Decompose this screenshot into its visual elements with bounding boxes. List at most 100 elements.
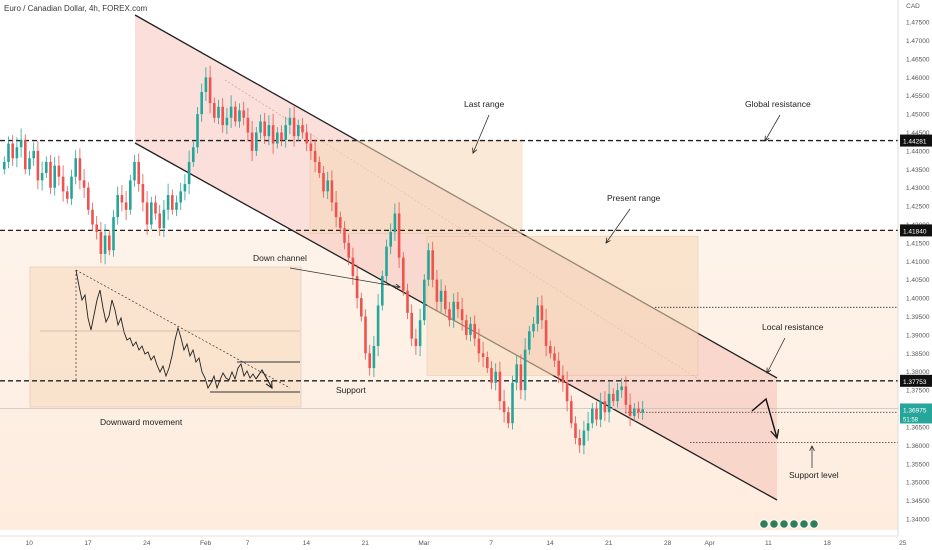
currency-label: CAD <box>906 3 920 10</box>
annotation-support-level: Support level <box>789 470 839 480</box>
candle-body <box>591 408 594 424</box>
candle-body <box>628 404 632 416</box>
price-label-box <box>900 224 932 237</box>
annotation-down-channel: Down channel <box>253 253 307 263</box>
price-tick-label: 1.39500 <box>906 314 930 321</box>
time-tick-label: Mar <box>418 540 430 547</box>
event-marker-icon <box>799 519 809 529</box>
global-resistance-arrow <box>765 114 781 141</box>
candle-body <box>11 143 14 159</box>
candle-body <box>7 143 10 162</box>
candle-body <box>448 309 451 321</box>
candle-body <box>523 349 527 391</box>
price-tick-label: 1.35000 <box>906 480 930 487</box>
candle-body <box>129 180 132 210</box>
candle-body <box>259 121 262 133</box>
event-marker-icon <box>779 519 789 529</box>
candle-body <box>318 161 321 173</box>
price-tick-label: 1.36000 <box>906 443 930 450</box>
annotation-downward-movement: Downward movement <box>100 417 183 427</box>
candle-body <box>133 161 136 181</box>
inset-forecast-arrow <box>255 368 272 388</box>
price-tick-label: 1.43000 <box>906 185 930 192</box>
candle-body <box>187 161 191 185</box>
price-label-timer: 51:58 <box>903 417 919 423</box>
candle-body <box>410 312 413 339</box>
candle-body <box>473 323 476 339</box>
candle-body <box>595 408 598 420</box>
candle-body <box>305 132 308 144</box>
candle-body <box>255 132 258 151</box>
candle-body <box>179 191 182 203</box>
candle-body <box>460 309 464 321</box>
candle-body <box>49 161 52 188</box>
candle-body <box>481 353 485 358</box>
candle-body <box>288 117 292 126</box>
candle-body <box>66 191 69 199</box>
present-range-arrow <box>606 208 631 243</box>
candle-body <box>154 202 157 214</box>
candle-body <box>477 338 481 354</box>
local-resistance-arrow <box>767 337 786 373</box>
candle-body <box>385 246 388 277</box>
time-tick-label: 7 <box>489 540 493 547</box>
candle-body <box>250 132 254 151</box>
time-tick-label: 10 <box>26 540 34 547</box>
price-tick-label: 1.38000 <box>906 369 930 376</box>
candle-body <box>229 106 233 118</box>
candle-body <box>208 77 212 104</box>
candle-body <box>561 375 565 383</box>
candle-body <box>32 150 35 159</box>
price-tick-label: 1.46000 <box>906 75 930 82</box>
candle-body <box>91 209 94 225</box>
candle-body <box>603 401 607 413</box>
candle-body <box>116 195 119 218</box>
candle-body <box>309 143 313 151</box>
candle-body <box>360 298 363 317</box>
price-label-box <box>900 374 932 387</box>
candle-body <box>544 320 548 346</box>
candle-body <box>397 213 401 258</box>
candle-body <box>599 401 602 420</box>
candle-body <box>570 401 573 424</box>
time-tick-label: 21 <box>605 540 613 547</box>
last-range-box <box>309 140 523 235</box>
price-label-box <box>900 403 932 424</box>
annotation-last-range: Last range <box>464 99 504 109</box>
candle-body <box>82 180 86 188</box>
candle-body <box>368 353 371 369</box>
candle-body <box>574 423 577 438</box>
candle-body <box>469 323 472 335</box>
candle-body <box>28 158 31 170</box>
candle-body <box>557 360 560 376</box>
candle-body <box>515 364 518 383</box>
candle-body <box>70 176 73 199</box>
last-range-arrow <box>473 114 490 153</box>
price-tick-label: 1.34000 <box>906 516 930 523</box>
annotation-local-resistance: Local resistance <box>762 322 824 332</box>
candle-body <box>624 386 628 405</box>
candle-body <box>137 161 140 185</box>
candle-body <box>339 217 342 229</box>
inset-trend-line <box>75 269 291 389</box>
candle-body <box>418 320 422 346</box>
candle-body <box>364 316 367 354</box>
candle-body <box>540 305 544 321</box>
candle-body <box>171 195 174 210</box>
event-marker-icon <box>759 519 769 529</box>
price-tick-label: 1.44500 <box>906 130 930 137</box>
candle-body <box>158 213 161 229</box>
time-tick-label: 21 <box>362 540 370 547</box>
candle-body <box>494 371 497 383</box>
candle-body <box>166 195 170 210</box>
candle-body <box>490 368 493 383</box>
candle-body <box>633 408 636 416</box>
candle-body <box>183 184 187 192</box>
price-tick-label: 1.47000 <box>906 38 930 45</box>
time-tick-label: Apr <box>705 540 716 547</box>
candle-body <box>444 290 447 310</box>
price-tick-label: 1.39000 <box>906 332 930 339</box>
price-tick-label: 1.38500 <box>906 351 930 358</box>
